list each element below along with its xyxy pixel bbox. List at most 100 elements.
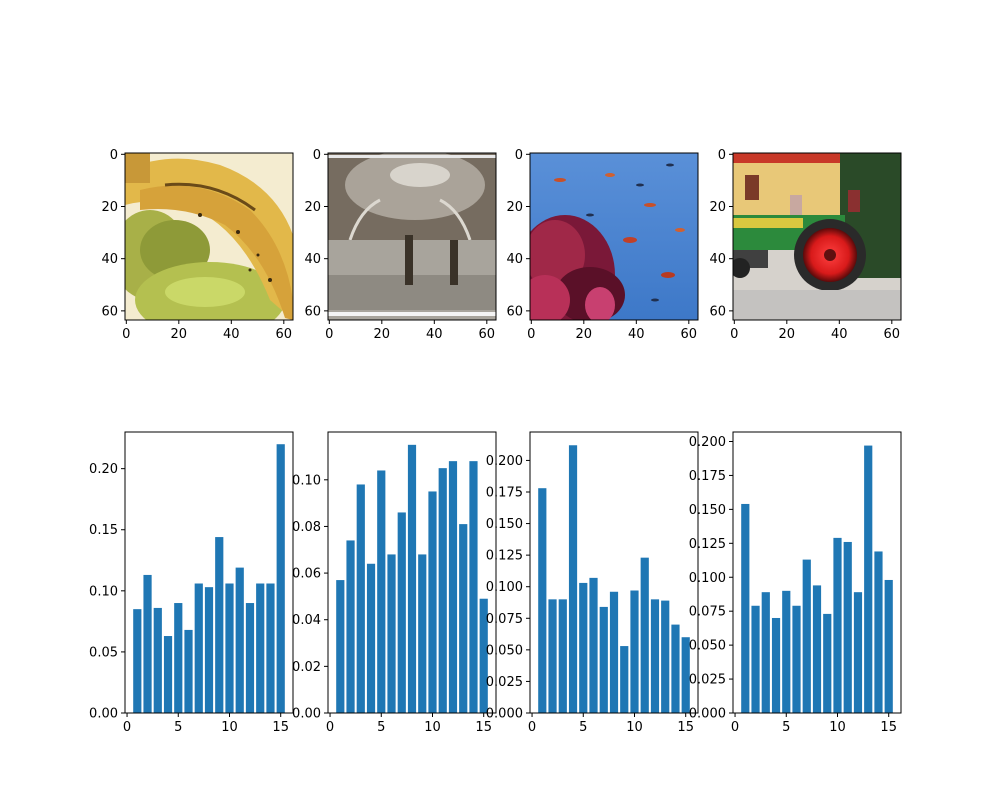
y-tick-label: 0.200 (486, 454, 523, 469)
bar-10 (428, 491, 437, 713)
bar-14 (874, 551, 883, 713)
y-tick-label: 20 (709, 200, 726, 215)
axes-frame (529, 431, 699, 714)
y-tick-label: 20 (506, 200, 523, 215)
bar-14 (266, 583, 275, 713)
y-tick-label: 0.10 (89, 584, 118, 599)
x-tick-label: 10 (221, 720, 238, 735)
axes-frame (732, 152, 902, 321)
bar-9 (418, 554, 427, 713)
y-tick-label: 0.08 (292, 520, 321, 535)
bar-chart-panel-1: 0 5 10 15 0.00 0.05 0.10 0.15 0.20 (89, 431, 294, 735)
bar-1 (133, 609, 142, 713)
bar-6 (184, 629, 193, 713)
y-tick-label: 0.150 (689, 503, 726, 518)
bar-12 (245, 603, 255, 713)
bar-9 (215, 537, 224, 713)
bar-1 (336, 580, 345, 713)
bar-chart-panel-2: 0 5 10 15 0.00 0.02 0.04 0.06 0.08 0.10 (292, 431, 497, 735)
y-tick-label: 60 (304, 304, 321, 319)
x-tick-label: 0 (730, 327, 738, 342)
bar-12 (448, 461, 458, 713)
y-tick-label: 0.175 (689, 469, 726, 484)
bar-13 (459, 524, 468, 713)
bar-3 (153, 607, 162, 713)
bar-11 (438, 468, 447, 713)
y-tick-label: 0.000 (689, 707, 726, 722)
bar-5 (174, 603, 183, 713)
axes-frame (327, 431, 497, 714)
y-tick-label: 40 (709, 252, 726, 267)
x-tick-label: 20 (171, 327, 188, 342)
bar-7 (194, 583, 203, 713)
bar-5 (377, 470, 386, 713)
x-tick-label: 40 (223, 327, 240, 342)
x-tick-label: 5 (579, 720, 587, 735)
y-tick-label: 0.125 (486, 549, 523, 564)
x-tick-label: 0 (528, 720, 536, 735)
bar-2 (751, 605, 760, 713)
image-panel-2: 0 20 40 60 0 20 40 60 (304, 148, 497, 342)
bar-10 (833, 537, 842, 713)
x-tick-label: 5 (377, 720, 385, 735)
bar-1 (741, 503, 750, 713)
x-tick-label: 10 (829, 720, 846, 735)
y-tick-label: 0.05 (89, 645, 118, 660)
bar-14 (469, 461, 478, 713)
x-tick-label: 60 (479, 327, 496, 342)
x-tick-label: 15 (272, 720, 289, 735)
y-tick-label: 0.200 (689, 435, 726, 450)
axes-frame (124, 152, 294, 321)
bar-chart-panel-4: 0 5 10 15 0.000 0.025 0.050 0.075 0.100 0.125 0.15… (689, 431, 902, 735)
x-tick-label: 0 (123, 720, 131, 735)
bar-2 (143, 574, 152, 713)
y-tick-label: 0.050 (689, 639, 726, 654)
bar-3 (356, 484, 365, 713)
image-panel-3: 0 20 40 60 0 20 40 60 (506, 148, 699, 342)
axes-frame (327, 152, 497, 321)
x-tick-label: 20 (374, 327, 391, 342)
y-tick-label: 0.050 (486, 643, 523, 658)
axes-frame (732, 431, 902, 714)
x-tick-label: 60 (276, 327, 293, 342)
bar-12 (650, 599, 660, 713)
coral-reef-with-fish-photo (530, 153, 698, 320)
bar-14 (671, 624, 680, 713)
x-tick-label: 40 (831, 327, 848, 342)
y-tick-label: 0.00 (89, 707, 118, 722)
fountain-photo (328, 153, 496, 320)
x-tick-label: 60 (681, 327, 698, 342)
x-tick-label: 5 (782, 720, 790, 735)
bar-5 (579, 582, 588, 713)
axes-frame (529, 152, 699, 321)
y-tick-label: 60 (709, 304, 726, 319)
bar-13 (256, 583, 265, 713)
axes-frame (124, 431, 294, 714)
image-panel-1: 0 20 40 60 0 20 40 60 (101, 148, 294, 342)
bar-11 (843, 541, 852, 713)
bar-2 (346, 540, 355, 713)
y-tick-label: 60 (506, 304, 523, 319)
bar-7 (802, 559, 811, 713)
bar-8 (609, 591, 619, 713)
y-tick-label: 0 (515, 148, 523, 163)
bar-8 (407, 444, 417, 713)
bar-15 (884, 579, 893, 713)
bar-8 (204, 587, 214, 713)
y-tick-label: 40 (304, 252, 321, 267)
y-tick-label: 0.100 (486, 580, 523, 595)
bar-3 (761, 592, 770, 713)
x-tick-label: 20 (779, 327, 796, 342)
bar-4 (771, 617, 781, 713)
bar-15 (276, 444, 285, 713)
x-tick-label: 15 (880, 720, 897, 735)
bar-7 (397, 512, 406, 713)
bar-6 (589, 577, 598, 713)
y-tick-label: 0 (110, 148, 118, 163)
bar-7 (599, 606, 608, 713)
bar-15 (479, 598, 488, 713)
bar-13 (864, 445, 873, 713)
x-tick-label: 40 (426, 327, 443, 342)
bar-5 (782, 590, 791, 713)
y-tick-label: 0.15 (89, 523, 118, 538)
